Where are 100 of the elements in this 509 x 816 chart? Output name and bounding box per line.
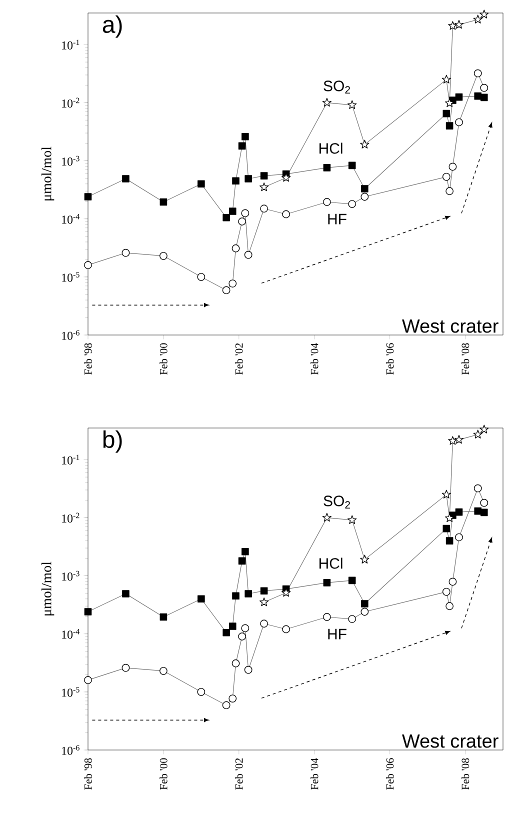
point [348, 200, 356, 208]
point [480, 10, 489, 18]
point [238, 142, 246, 150]
point [455, 118, 463, 126]
y-tick-label: 10$^{-4}$ [62, 214, 80, 224]
y-tick-label: 10$^{-2}$ [62, 512, 80, 523]
x-tick-label: Feb '06 [386, 758, 394, 790]
point [197, 272, 206, 281]
point [442, 524, 450, 532]
point [442, 74, 451, 84]
point [260, 204, 268, 213]
point [222, 628, 230, 636]
point [232, 244, 240, 252]
point [480, 498, 488, 507]
point [442, 490, 451, 498]
point [448, 21, 458, 30]
point [480, 508, 488, 516]
point [322, 613, 331, 621]
point [348, 162, 356, 170]
point [197, 688, 206, 696]
point [242, 133, 249, 140]
point [122, 248, 130, 257]
point [480, 94, 488, 102]
point [241, 624, 250, 632]
point [473, 430, 482, 438]
point [442, 588, 450, 596]
point [454, 434, 464, 444]
point [198, 180, 205, 188]
point [122, 664, 130, 672]
point [322, 98, 332, 107]
point [282, 625, 290, 634]
point [282, 210, 290, 218]
x-tick-label: Feb '08 [461, 758, 470, 790]
series-label: HCl [320, 558, 342, 569]
point [160, 613, 168, 621]
point [242, 548, 249, 556]
point [160, 666, 168, 675]
point [241, 209, 250, 218]
point [448, 162, 457, 171]
series-label: SO$_{2}$ [324, 80, 350, 94]
point [232, 592, 240, 600]
point [446, 187, 454, 196]
point [348, 576, 356, 584]
y-tick-label: 10$^{-6}$ [62, 330, 80, 340]
y-tick-label: 10$^{-4}$ [62, 628, 80, 639]
point [244, 590, 252, 598]
point [84, 676, 92, 684]
point [260, 172, 268, 180]
point [244, 250, 252, 259]
point [446, 602, 454, 610]
series-label: HCl [320, 142, 342, 154]
y-axis-title: μmol/mol [41, 562, 54, 616]
point [442, 172, 450, 181]
point [228, 622, 236, 630]
point [361, 600, 368, 608]
x-tick-label: Feb '00 [160, 758, 168, 790]
x-tick-label: Feb '04 [310, 342, 318, 375]
point [238, 632, 246, 640]
point [122, 175, 130, 182]
point [228, 208, 236, 215]
annotation: West crater [402, 734, 498, 748]
point [232, 177, 240, 185]
point [222, 701, 230, 710]
point [473, 14, 482, 24]
point [260, 182, 269, 192]
series-label: HF [328, 628, 346, 640]
point [228, 280, 237, 288]
y-axis-title: μmol/mol [41, 146, 54, 200]
point [480, 424, 489, 434]
series-label: SO$_{2}$ [324, 496, 350, 508]
chart-title: a) [102, 15, 122, 38]
x-tick-label: Feb '98 [84, 343, 92, 375]
point [448, 436, 458, 445]
y-tick-label: 10$^{-1}$ [62, 40, 80, 50]
point [455, 508, 463, 516]
point [455, 93, 463, 101]
y-tick-label: 10$^{-6}$ [62, 745, 80, 755]
point [361, 185, 368, 192]
point [348, 515, 357, 524]
point [84, 261, 92, 270]
point [160, 252, 168, 260]
point [238, 218, 246, 226]
point [244, 666, 252, 674]
x-tick-label: Feb '02 [235, 758, 243, 790]
point [322, 198, 331, 206]
point [228, 694, 237, 702]
point [222, 286, 230, 294]
point [360, 554, 370, 564]
point [474, 69, 482, 78]
annotation: West crater [402, 320, 498, 333]
point [360, 608, 369, 616]
point [454, 20, 464, 29]
point [244, 175, 252, 182]
point [122, 590, 130, 598]
y-tick-label: 10$^{-3}$ [62, 570, 80, 581]
point [446, 537, 454, 544]
point [448, 578, 457, 586]
point [348, 100, 357, 109]
point [323, 579, 331, 586]
y-tick-label: 10$^{-2}$ [62, 98, 80, 108]
